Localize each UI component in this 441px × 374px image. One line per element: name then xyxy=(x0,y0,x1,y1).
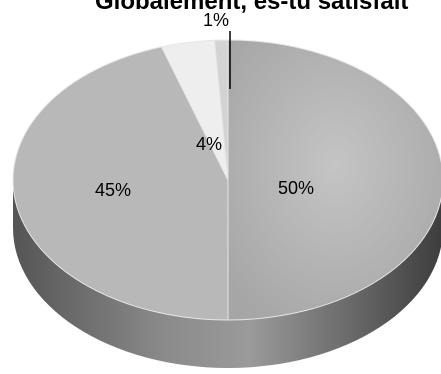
data-label-slice-3: 4% xyxy=(196,134,222,154)
data-label-slice-2: 45% xyxy=(95,180,131,200)
data-label-slice-1: 50% xyxy=(278,178,314,198)
chart-title: Globalement, es-tu satisfait xyxy=(95,0,409,15)
pie-slice-4 xyxy=(213,39,229,181)
pie-slice-2 xyxy=(12,46,229,321)
data-label-slice-4: 1% xyxy=(203,10,229,30)
pie-top xyxy=(12,39,441,321)
pie-side-wall xyxy=(13,180,441,368)
pie-labels: 50% 45% 4% 1% xyxy=(95,10,314,200)
pie-slice-1 xyxy=(227,39,441,321)
pie-side-surface xyxy=(13,180,441,368)
